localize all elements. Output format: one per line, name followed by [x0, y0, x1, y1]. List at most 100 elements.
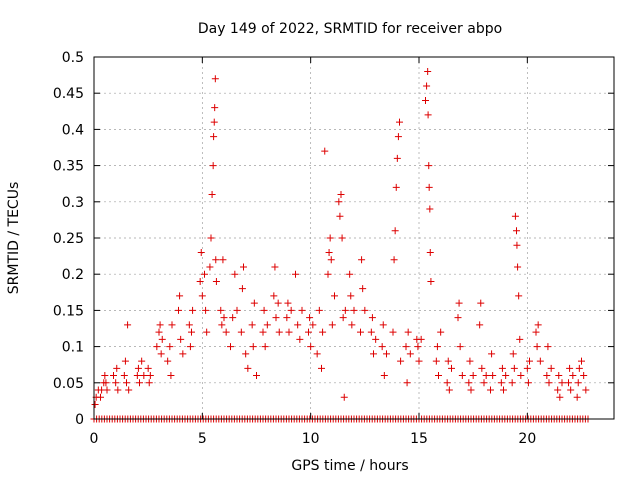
axis-ticks: 0 0.05 0.1 0.15 0.2 0.25 0.3 0.35 0.4 0.45 0.5 0 5 10…	[53, 50, 614, 447]
data-point	[578, 357, 585, 365]
data-point	[125, 386, 133, 394]
data-point	[292, 270, 299, 278]
data-point	[318, 364, 325, 372]
data-point	[185, 321, 193, 329]
data-point	[102, 379, 110, 387]
data-point	[248, 321, 256, 329]
data-point	[206, 263, 214, 271]
data-point	[220, 314, 228, 322]
data-point	[415, 357, 423, 365]
y-tick-label: 0	[75, 412, 84, 428]
data-point	[456, 343, 464, 351]
data-point	[121, 357, 129, 365]
data-point	[392, 183, 400, 191]
data-point	[558, 379, 566, 387]
data-point	[567, 386, 575, 394]
data-point	[207, 234, 215, 242]
data-point	[454, 314, 462, 322]
data-point	[422, 96, 429, 104]
data-point	[510, 364, 518, 372]
data-point	[285, 328, 293, 336]
data-point	[168, 321, 176, 329]
data-point	[391, 227, 399, 235]
data-point	[263, 321, 271, 329]
data-point	[350, 306, 358, 314]
data-point	[427, 277, 435, 285]
data-point	[554, 386, 562, 394]
data-point	[432, 357, 440, 365]
data-point	[338, 234, 346, 242]
x-tick-label: 5	[198, 431, 207, 447]
data-point	[368, 314, 376, 322]
data-point	[426, 205, 434, 213]
data-point	[582, 386, 590, 394]
data-point	[476, 321, 484, 329]
data-point	[425, 162, 433, 170]
y-tick-label: 0.4	[62, 122, 84, 138]
data-point	[211, 104, 219, 112]
data-point	[156, 321, 164, 329]
data-point	[140, 372, 148, 380]
data-point	[524, 379, 532, 387]
data-point	[202, 306, 210, 314]
data-point	[219, 256, 227, 264]
data-point	[372, 335, 380, 343]
data-point	[346, 270, 354, 278]
data-point	[305, 328, 312, 336]
data-point	[296, 335, 304, 343]
data-point	[517, 372, 525, 380]
data-point	[331, 292, 338, 300]
data-point	[244, 364, 252, 372]
data-point	[569, 372, 577, 380]
data-point	[250, 299, 258, 307]
data-point	[424, 67, 432, 75]
data-point	[378, 343, 386, 351]
data-point	[209, 162, 217, 170]
data-point	[166, 343, 174, 351]
data-point	[249, 343, 257, 351]
data-point	[212, 256, 220, 264]
data-point	[482, 372, 490, 380]
x-tick-label: 10	[302, 431, 320, 447]
data-point	[134, 364, 142, 372]
data-point	[110, 372, 117, 380]
data-point	[240, 263, 247, 271]
data-point	[341, 306, 349, 314]
data-point	[394, 133, 402, 141]
data-point	[358, 256, 366, 264]
data-point	[574, 379, 582, 387]
data-point	[466, 357, 474, 365]
data-point	[397, 357, 405, 365]
data-point	[283, 314, 291, 322]
data-point	[555, 372, 563, 380]
data-point	[526, 357, 533, 365]
data-point	[523, 364, 531, 372]
data-point	[533, 343, 541, 351]
data-point	[325, 248, 333, 256]
data-point	[337, 191, 345, 199]
data-point	[284, 299, 292, 307]
data-point	[196, 277, 204, 285]
data-point	[536, 357, 544, 365]
data-point	[309, 321, 317, 329]
data-point	[455, 299, 463, 307]
y-tick-label: 0.2	[62, 267, 84, 283]
data-point	[197, 248, 205, 256]
data-point	[287, 306, 295, 314]
data-point	[575, 364, 583, 372]
data-point	[444, 357, 452, 365]
y-tick-label: 0.1	[62, 340, 84, 356]
data-point	[340, 393, 348, 401]
data-point	[424, 111, 432, 119]
data-point	[498, 364, 506, 372]
data-point	[348, 321, 356, 329]
data-point	[435, 372, 442, 380]
data-point	[515, 292, 523, 300]
data-point	[403, 379, 411, 387]
data-point	[443, 379, 451, 387]
data-point	[465, 379, 473, 387]
data-point	[545, 379, 553, 387]
data-point	[361, 306, 369, 314]
data-point	[478, 364, 486, 372]
